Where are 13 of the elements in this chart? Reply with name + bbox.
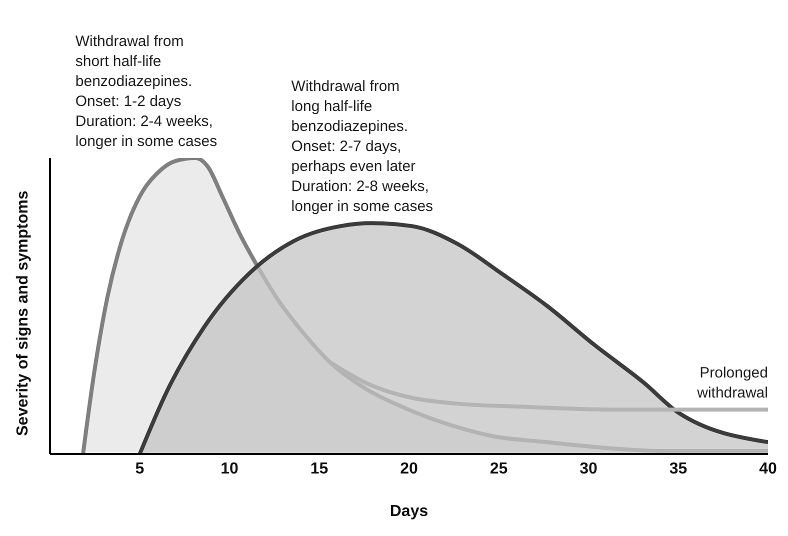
annotation: Prolonged withdrawal [696, 364, 768, 402]
x-tick-label: 15 [310, 460, 328, 478]
x-tick-label: 20 [400, 460, 418, 478]
x-tick-label: 30 [580, 460, 598, 478]
x-tick-label: 35 [669, 460, 688, 478]
y-axis-title: Severity of signs and symptoms [14, 190, 32, 436]
x-axis-title: Days [390, 503, 428, 520]
x-tick-label: 10 [220, 460, 238, 478]
x-tick-label: 5 [135, 460, 144, 478]
annotation: Withdrawal from long half-life benzodiazepines. Onset: 2-7 days, perhaps even later Duration: 2-8 weeks, longer in some cases [291, 78, 434, 216]
annotation: Withdrawal from short half-life benzodiazepines. Onset: 1-2 days Duration: 2-4 weeks, longer in some cases [75, 33, 218, 150]
x-tick-label: 25 [490, 460, 508, 478]
x-tick-label: 40 [759, 460, 777, 478]
